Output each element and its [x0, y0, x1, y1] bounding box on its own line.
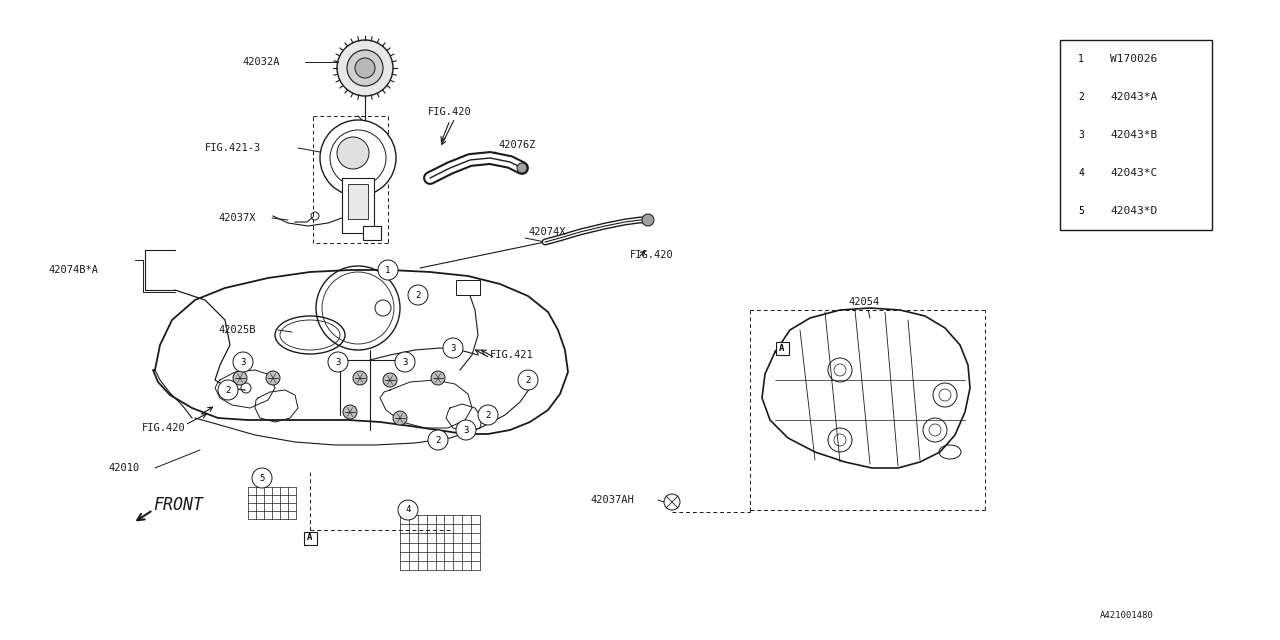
- Text: 3: 3: [1078, 130, 1084, 140]
- Circle shape: [1069, 161, 1093, 185]
- Text: 42043*D: 42043*D: [1110, 206, 1157, 216]
- Text: FIG.420: FIG.420: [142, 423, 186, 433]
- Circle shape: [456, 420, 476, 440]
- Text: W170026: W170026: [1110, 54, 1157, 64]
- Text: 42037X: 42037X: [218, 213, 256, 223]
- Circle shape: [378, 260, 398, 280]
- Text: 2: 2: [1078, 92, 1084, 102]
- Circle shape: [398, 500, 419, 520]
- Circle shape: [320, 120, 396, 196]
- Text: 42037AH: 42037AH: [590, 495, 634, 505]
- Text: 42074X: 42074X: [529, 227, 566, 237]
- Bar: [364, 226, 381, 240]
- Text: 4: 4: [1078, 168, 1084, 178]
- Text: A: A: [307, 534, 312, 543]
- Circle shape: [431, 371, 445, 385]
- Text: 42043*C: 42043*C: [1110, 168, 1157, 178]
- Bar: [456, 280, 480, 295]
- Bar: [776, 342, 788, 355]
- Circle shape: [337, 137, 369, 169]
- Circle shape: [393, 411, 407, 425]
- Bar: [1060, 40, 1212, 230]
- Circle shape: [518, 370, 538, 390]
- Circle shape: [337, 40, 393, 96]
- Circle shape: [353, 371, 367, 385]
- Circle shape: [1069, 85, 1093, 109]
- Text: 42032A: 42032A: [242, 57, 279, 67]
- Bar: [348, 184, 369, 219]
- Circle shape: [347, 50, 383, 86]
- Circle shape: [266, 371, 280, 385]
- Text: FIG.421-3: FIG.421-3: [205, 143, 261, 153]
- Text: 42043*B: 42043*B: [1110, 130, 1157, 140]
- Text: 5: 5: [260, 474, 265, 483]
- Circle shape: [1069, 199, 1093, 223]
- Circle shape: [355, 58, 375, 78]
- Text: 2: 2: [525, 376, 531, 385]
- Text: 42025B: 42025B: [218, 325, 256, 335]
- Text: 1: 1: [385, 266, 390, 275]
- Circle shape: [428, 430, 448, 450]
- Circle shape: [643, 214, 654, 226]
- Circle shape: [343, 405, 357, 419]
- Circle shape: [383, 373, 397, 387]
- Text: 2: 2: [485, 410, 490, 419]
- Circle shape: [517, 163, 527, 173]
- Text: 2: 2: [415, 291, 421, 300]
- Text: FIG.420: FIG.420: [630, 250, 673, 260]
- Text: 1: 1: [1078, 54, 1084, 64]
- Text: 2: 2: [225, 385, 230, 394]
- Text: 42074B*A: 42074B*A: [49, 265, 99, 275]
- Circle shape: [375, 300, 390, 316]
- Circle shape: [1069, 123, 1093, 147]
- Text: 42076Z: 42076Z: [498, 140, 535, 150]
- Circle shape: [1069, 47, 1093, 71]
- Circle shape: [330, 130, 387, 186]
- Bar: [342, 178, 374, 233]
- Text: 4: 4: [406, 506, 411, 515]
- Text: FRONT: FRONT: [154, 496, 204, 514]
- Text: 42054: 42054: [849, 297, 879, 307]
- Text: 3: 3: [241, 358, 246, 367]
- Circle shape: [233, 352, 253, 372]
- Text: 42043*A: 42043*A: [1110, 92, 1157, 102]
- Text: 42010: 42010: [108, 463, 140, 473]
- Circle shape: [328, 352, 348, 372]
- Circle shape: [477, 405, 498, 425]
- Circle shape: [396, 352, 415, 372]
- Circle shape: [252, 468, 273, 488]
- Circle shape: [408, 285, 428, 305]
- Text: FIG.420: FIG.420: [428, 107, 472, 117]
- Circle shape: [443, 338, 463, 358]
- Text: 5: 5: [1078, 206, 1084, 216]
- Text: 3: 3: [463, 426, 468, 435]
- Text: 2: 2: [435, 435, 440, 445]
- Text: 3: 3: [335, 358, 340, 367]
- Text: 3: 3: [402, 358, 408, 367]
- Text: FIG.421: FIG.421: [490, 350, 534, 360]
- Circle shape: [218, 380, 238, 400]
- Bar: [303, 531, 316, 545]
- Circle shape: [233, 371, 247, 385]
- Text: 3: 3: [451, 344, 456, 353]
- Text: A: A: [780, 344, 785, 353]
- Text: A421001480: A421001480: [1100, 611, 1153, 620]
